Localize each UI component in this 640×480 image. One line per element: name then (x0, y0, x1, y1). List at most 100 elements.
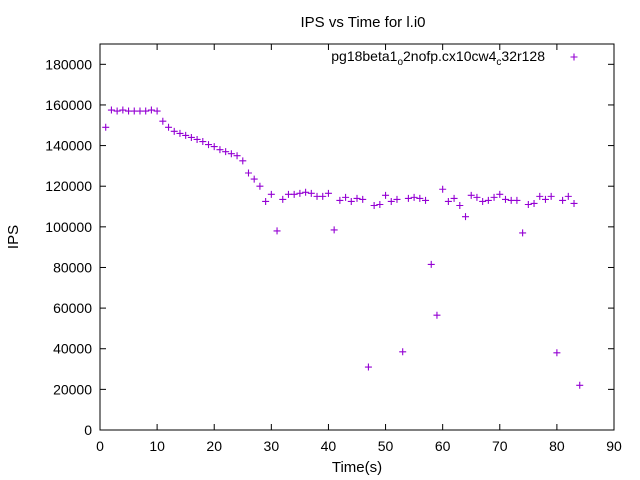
data-point (119, 106, 127, 114)
data-point (250, 175, 258, 183)
x-axis: 0 10 20 30 40 50 60 70 80 90 (96, 44, 622, 454)
data-point (524, 200, 532, 208)
data-point (433, 311, 441, 319)
y-tick-label: 60000 (53, 300, 92, 316)
data-point (547, 192, 555, 200)
data-point (462, 213, 470, 221)
data-point (576, 381, 584, 389)
data-point (450, 194, 458, 202)
data-point (233, 152, 241, 160)
data-point (479, 197, 487, 205)
data-point (153, 107, 161, 115)
data-point (102, 123, 110, 131)
y-tick-label: 100000 (45, 219, 92, 235)
y-tick-label: 140000 (45, 138, 92, 154)
legend: pg18beta1o2nofp.cx10cw4c32r128 (331, 48, 578, 68)
x-tick-label: 50 (378, 438, 394, 454)
data-point (165, 123, 173, 131)
data-point (302, 188, 310, 196)
data-point (359, 195, 367, 203)
data-point (107, 106, 115, 114)
data-point (267, 190, 275, 198)
data-point (370, 202, 378, 210)
data-point (113, 107, 121, 115)
data-point (222, 148, 230, 156)
data-point (484, 196, 492, 204)
data-point (290, 190, 298, 198)
x-tick-label: 0 (96, 438, 104, 454)
x-tick-label: 10 (149, 438, 165, 454)
data-point (324, 189, 332, 197)
data-point (142, 107, 150, 115)
data-point (490, 193, 498, 201)
data-point (439, 185, 447, 193)
data-point (330, 226, 338, 234)
data-point (176, 129, 184, 137)
data-point (262, 197, 270, 205)
data-point (393, 195, 401, 203)
data-point (187, 133, 195, 141)
data-point (296, 189, 304, 197)
data-point (199, 138, 207, 146)
data-point (210, 143, 218, 151)
data-point (530, 199, 538, 207)
data-point (307, 189, 315, 197)
data-point (347, 197, 355, 205)
data-point (387, 197, 395, 205)
x-axis-title: Time(s) (332, 459, 382, 476)
data-point (273, 227, 281, 235)
data-point (256, 182, 264, 190)
data-point (519, 229, 527, 237)
data-point (342, 193, 350, 201)
data-point (399, 348, 407, 356)
data-point (279, 195, 287, 203)
data-point (404, 194, 412, 202)
data-point (564, 192, 572, 200)
y-axis-title: IPS (5, 225, 22, 249)
data-point (159, 117, 167, 125)
data-point (427, 260, 435, 268)
x-tick-label: 30 (264, 438, 280, 454)
data-point (244, 169, 252, 177)
chart-title: IPS vs Time for l.i0 (300, 14, 425, 31)
x-tick-label: 60 (435, 438, 451, 454)
y-tick-label: 0 (84, 422, 92, 438)
data-point (553, 349, 561, 357)
data-point (364, 363, 372, 371)
data-point (559, 196, 567, 204)
data-point (170, 127, 178, 135)
data-point (422, 196, 430, 204)
data-point (541, 195, 549, 203)
data-points (102, 106, 584, 389)
legend-label: pg18beta1o2nofp.cx10cw4c32r128 (331, 48, 545, 68)
data-point (376, 200, 384, 208)
data-point (353, 194, 361, 202)
data-point (319, 192, 327, 200)
x-tick-label: 90 (606, 438, 622, 454)
data-point (473, 193, 481, 201)
data-point (193, 135, 201, 143)
legend-marker (570, 53, 578, 61)
data-point (336, 196, 344, 204)
data-point (182, 131, 190, 139)
data-point (416, 194, 424, 202)
data-point (227, 150, 235, 158)
data-point (496, 190, 504, 198)
data-point (536, 192, 544, 200)
y-tick-label: 80000 (53, 259, 92, 275)
data-point (239, 157, 247, 165)
data-point (501, 195, 509, 203)
y-tick-label: 40000 (53, 341, 92, 357)
y-tick-label: 20000 (53, 381, 92, 397)
x-tick-label: 20 (206, 438, 222, 454)
data-point (410, 193, 418, 201)
data-point (456, 202, 464, 210)
x-tick-label: 80 (549, 438, 565, 454)
y-tick-label: 180000 (45, 56, 92, 72)
y-tick-label: 120000 (45, 178, 92, 194)
data-point (382, 191, 390, 199)
x-tick-label: 70 (492, 438, 508, 454)
data-point (513, 196, 521, 204)
data-point (205, 141, 213, 149)
